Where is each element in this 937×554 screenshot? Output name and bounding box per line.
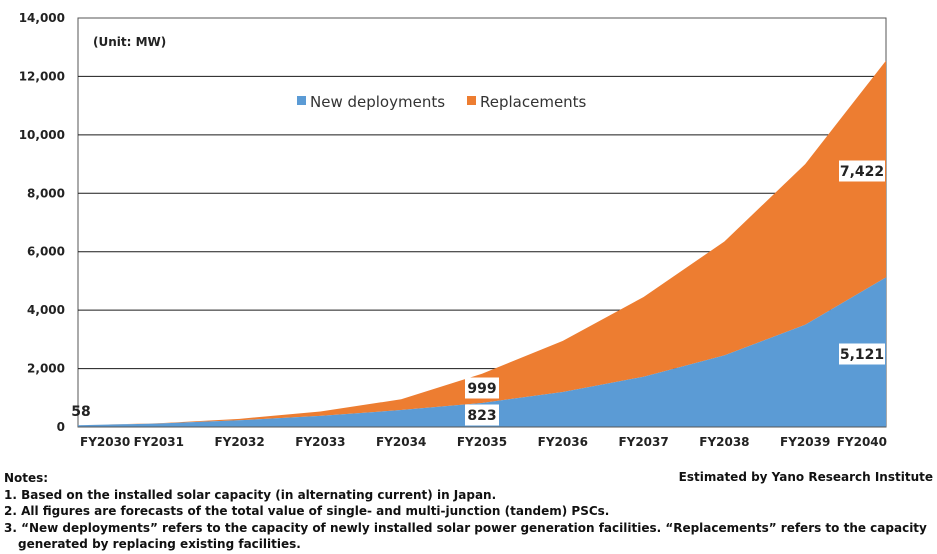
legend-label-replacements: Replacements	[480, 93, 587, 111]
y-tick-label: 14,000	[19, 11, 65, 25]
series-area-new-deployments	[78, 277, 886, 427]
x-tick-label: FY2034	[376, 435, 426, 449]
unit-label: (Unit: MW)	[93, 35, 166, 49]
note-2: 2. All figures are forecasts of the tota…	[4, 504, 610, 518]
x-tick-label: FY2038	[699, 435, 749, 449]
y-tick-label: 6,000	[27, 245, 65, 259]
data-label-replacements-fy2040-box	[839, 160, 885, 182]
y-tick-label: 10,000	[19, 128, 65, 142]
data-label-replacements-fy2035-box	[465, 377, 499, 399]
chart: 0 2,000 4,000 6,000 8,000 10,000 12,000 14,000 F…	[19, 11, 887, 449]
legend: New deployments Replacements	[297, 93, 587, 111]
x-tick-label: FY2033	[295, 435, 345, 449]
legend-swatch-replacements	[467, 96, 476, 105]
legend-label-new-deployments: New deployments	[310, 93, 445, 111]
legend-swatch-new-deployments	[297, 96, 306, 105]
area-chart: 0 2,000 4,000 6,000 8,000 10,000 12,000 14,000 F…	[19, 11, 887, 449]
y-tick-label: 0	[57, 420, 65, 434]
y-tick-label: 8,000	[27, 186, 65, 200]
y-tick-label: 4,000	[27, 303, 65, 317]
data-label-replacements-fy2035: 999	[467, 381, 496, 397]
note-1: 1. Based on the installed solar capacity…	[4, 487, 497, 502]
source-credit: Estimated by Yano Research Institute	[678, 470, 933, 484]
x-tick-label: FY2031	[134, 435, 184, 449]
series-area-replacements	[78, 60, 886, 426]
data-label-new-fy2030: 58	[71, 404, 90, 420]
x-tick-label: FY2037	[618, 435, 668, 449]
y-tick-label: 2,000	[27, 362, 65, 376]
x-tick-label: FY2035	[457, 435, 507, 449]
data-label-new-fy2035-box	[465, 404, 499, 426]
data-label-replacements-fy2040: 7,422	[840, 164, 884, 180]
x-tick-label: FY2040	[837, 435, 887, 449]
y-tick-label: 12,000	[19, 69, 65, 83]
data-label-new-fy2040: 5,121	[840, 347, 884, 363]
data-label-new-fy2040-box	[839, 343, 885, 365]
note-3-continued: generated by replacing existing faciliti…	[18, 537, 301, 551]
notes-heading: Notes:	[4, 471, 49, 485]
data-label-new-fy2035: 823	[467, 408, 496, 424]
note-3: 3. “New deployments” refers to the capac…	[4, 520, 927, 535]
x-tick-label: FY2036	[538, 435, 588, 449]
x-tick-label: FY2030	[80, 435, 130, 449]
x-tick-label: FY2039	[780, 435, 830, 449]
notes: Notes: 1. Based on the installed solar c…	[4, 470, 933, 553]
x-tick-label: FY2032	[214, 435, 264, 449]
